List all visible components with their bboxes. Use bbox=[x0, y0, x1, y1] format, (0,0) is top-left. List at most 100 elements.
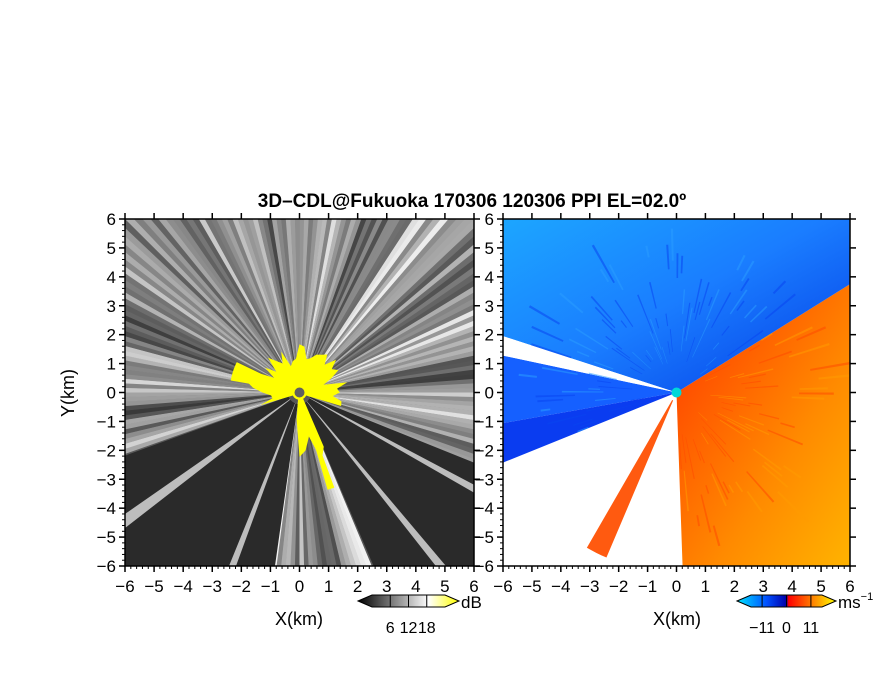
reflectivity-ray bbox=[125, 393, 291, 416]
velocity-speckle bbox=[670, 228, 674, 261]
velocity-speckle bbox=[737, 368, 774, 379]
velocity-ytick-label: −6 bbox=[475, 557, 494, 576]
velocity-speckle bbox=[712, 525, 721, 547]
reflectivity-ray bbox=[308, 383, 474, 393]
velocity-speckle bbox=[676, 253, 679, 279]
velocity-speckle bbox=[721, 402, 736, 406]
figure-title: 3D–CDL@Fukuoka 170306 120306 PPI EL=02.0… bbox=[258, 191, 686, 212]
reflectivity-high-echo-spur bbox=[309, 425, 335, 490]
reflectivity-xtick-label: 2 bbox=[353, 577, 362, 596]
reflectivity-high-echo bbox=[246, 344, 348, 461]
reflectivity-ray bbox=[308, 387, 474, 393]
velocity-speckle bbox=[749, 344, 760, 352]
velocity-speckle bbox=[711, 292, 732, 329]
reflectivity-ray bbox=[307, 309, 474, 389]
reflectivity-ray bbox=[306, 279, 474, 388]
velocity-speckle bbox=[722, 481, 730, 494]
reflectivity-colorbar-tick-label: 12 bbox=[400, 620, 418, 637]
reflectivity-ray bbox=[198, 219, 296, 385]
velocity-colorbar-tick-label: 0 bbox=[782, 620, 791, 637]
reflectivity-ray bbox=[306, 259, 474, 388]
velocity-speckle bbox=[799, 392, 834, 395]
velocity-speckle bbox=[605, 335, 623, 350]
velocity-speckle bbox=[709, 463, 729, 500]
velocity-speckle bbox=[631, 397, 645, 401]
velocity-speckle bbox=[718, 396, 744, 401]
velocity-speckle bbox=[767, 429, 804, 446]
velocity-colorbar: −11 0 11 ms−1 bbox=[735, 591, 873, 637]
velocity-speckle bbox=[579, 420, 597, 428]
reflectivity-xtick-label: −3 bbox=[203, 577, 222, 596]
velocity-speckle bbox=[721, 407, 734, 412]
reflectivity-ray bbox=[305, 236, 474, 387]
reflectivity-ray bbox=[150, 219, 295, 386]
velocity-speckle bbox=[741, 380, 761, 385]
reflectivity-ray bbox=[262, 219, 298, 385]
velocity-speckle bbox=[759, 413, 780, 420]
velocity-speckle bbox=[741, 260, 755, 282]
velocity-speckle bbox=[537, 398, 564, 403]
reflectivity-ray bbox=[221, 219, 297, 385]
velocity-speckle bbox=[774, 326, 813, 347]
velocity-speckle bbox=[575, 327, 609, 350]
velocity-ytick-label: 6 bbox=[485, 210, 494, 229]
reflectivity-ray bbox=[285, 219, 300, 384]
velocity-speckle bbox=[586, 407, 603, 412]
velocity-speckle bbox=[667, 341, 671, 355]
velocity-speckle bbox=[661, 346, 668, 364]
reflectivity-ray bbox=[308, 365, 474, 392]
velocity-speckle bbox=[541, 366, 578, 376]
velocity-speckle bbox=[666, 244, 670, 270]
velocity-speckle bbox=[750, 305, 768, 323]
reflectivity-ray bbox=[294, 219, 300, 384]
reflectivity-ray bbox=[186, 219, 295, 386]
velocity-speckle bbox=[577, 426, 589, 433]
velocity-speckle bbox=[748, 402, 763, 406]
velocity-speckle bbox=[698, 412, 708, 421]
reflectivity-ray bbox=[125, 394, 292, 439]
velocity-speckle bbox=[665, 313, 669, 327]
velocity-speckle bbox=[547, 413, 587, 425]
reflectivity-ray bbox=[192, 219, 296, 386]
reflectivity-ytick-label: −3 bbox=[97, 470, 116, 489]
velocity-speckle bbox=[783, 465, 802, 479]
velocity-speckle bbox=[799, 387, 828, 390]
reflectivity-ray bbox=[172, 219, 295, 386]
reflectivity-ray bbox=[125, 394, 291, 430]
velocity-speckle bbox=[637, 294, 654, 334]
velocity-speckle bbox=[535, 394, 576, 398]
reflectivity-ray bbox=[305, 227, 474, 387]
reflectivity-ray bbox=[306, 252, 474, 388]
velocity-speckle bbox=[681, 289, 686, 314]
reflectivity-xtick-label: 6 bbox=[469, 577, 478, 596]
reflectivity-ray bbox=[307, 331, 474, 390]
velocity-speckle bbox=[685, 437, 695, 480]
reflectivity-ray bbox=[290, 219, 300, 384]
velocity-speckle bbox=[777, 491, 810, 523]
velocity-speckle bbox=[699, 450, 705, 464]
velocity-colorbar-unit-base: ms bbox=[838, 593, 861, 612]
reflectivity-ytick-label: 1 bbox=[107, 355, 116, 374]
velocity-speckle bbox=[818, 374, 850, 380]
velocity-speckle bbox=[738, 415, 765, 426]
velocity-speckle bbox=[576, 350, 590, 358]
velocity-speckle bbox=[685, 307, 693, 342]
velocity-speckle bbox=[729, 373, 745, 378]
velocity-speckle bbox=[683, 470, 689, 512]
reflectivity-ray bbox=[216, 219, 296, 385]
velocity-speckle bbox=[728, 484, 735, 493]
velocity-speckle bbox=[573, 418, 593, 426]
velocity-colorbar-tick-label: −11 bbox=[749, 620, 775, 637]
velocity-speckle bbox=[726, 419, 750, 433]
velocity-speckle bbox=[518, 373, 537, 378]
reflectivity-ray bbox=[179, 219, 295, 386]
velocity-speckle bbox=[588, 388, 601, 390]
velocity-speckle bbox=[791, 396, 825, 400]
reflectivity-ray bbox=[305, 219, 474, 387]
velocity-speckle bbox=[699, 368, 708, 375]
velocity-speckle bbox=[705, 289, 720, 321]
velocity-ytick-label: −1 bbox=[475, 412, 494, 431]
reflectivity-ray bbox=[306, 401, 446, 566]
velocity-ytick-label: 3 bbox=[485, 297, 494, 316]
reflectivity-ticks: −6 −5 −4 −3 −2 −1 0 1 2 3 4 5 6 6 5 4 3 2 1 0 −1 −2 −3 −4 −5 −6 bbox=[97, 210, 480, 596]
